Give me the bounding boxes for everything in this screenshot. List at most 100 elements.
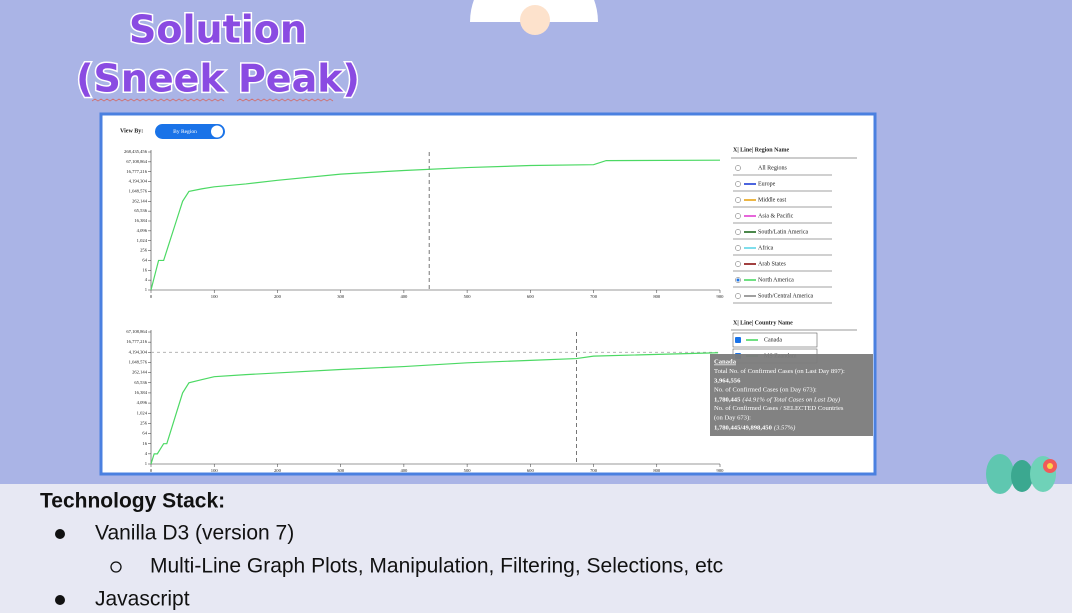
y-tick-label: 4,194,304 bbox=[129, 349, 148, 355]
y-tick-label: 64 bbox=[142, 257, 147, 262]
y-tick-label: 64 bbox=[142, 431, 147, 436]
stack-heading: Technology Stack: bbox=[40, 490, 225, 513]
legend-header: X| Line| Country Name bbox=[733, 320, 793, 326]
tooltip-box bbox=[710, 354, 873, 436]
legend-label: Asia & Pacific bbox=[758, 212, 794, 219]
y-tick-label: 4,194,304 bbox=[129, 179, 148, 185]
y-tick-label: 256 bbox=[140, 248, 148, 253]
legend-label: South/Latin America bbox=[758, 229, 808, 235]
screenshot: View By: By Region 1416642561,0244,09616… bbox=[120, 124, 873, 473]
y-tick-label: 16,777,216 bbox=[126, 169, 147, 175]
bullet-text: Multi-Line Graph Plots, Manipulation, Fi… bbox=[150, 555, 723, 578]
tooltip-value: 1,780,445 bbox=[714, 396, 741, 403]
sub-bullet bbox=[110, 561, 122, 573]
bullet-text: Vanilla D3 (version 7) bbox=[95, 522, 294, 545]
lower-band bbox=[0, 484, 1072, 613]
y-tick-label: 1,024 bbox=[137, 238, 148, 244]
y-tick-label: 16,777,216 bbox=[126, 339, 147, 345]
y-tick-label: 4 bbox=[145, 451, 148, 456]
spell-underline bbox=[236, 98, 334, 102]
y-tick-label: 16 bbox=[142, 267, 147, 272]
tooltip-line: Total No. of Confirmed Cases (on Last Da… bbox=[714, 368, 845, 375]
view-by-label: View By: bbox=[120, 128, 143, 134]
x-tick-label: 0 bbox=[150, 468, 153, 473]
x-tick-label: 700 bbox=[590, 468, 598, 473]
y-tick-label: 268,435,456 bbox=[124, 149, 148, 155]
radio[interactable] bbox=[735, 245, 741, 251]
x-tick-label: 600 bbox=[527, 468, 535, 473]
x-tick-label: 200 bbox=[274, 294, 282, 299]
x-tick-label: 400 bbox=[400, 468, 408, 473]
y-tick-label: 4,096 bbox=[137, 400, 148, 406]
toggle[interactable] bbox=[155, 124, 225, 139]
y-tick-label: 4 bbox=[145, 277, 148, 282]
radio[interactable] bbox=[735, 197, 741, 203]
legend-header: X| Line| Region Name bbox=[733, 147, 789, 153]
x-tick-label: 800 bbox=[653, 294, 661, 299]
tooltip-line: No. of Confirmed Cases (on Day 673): bbox=[714, 387, 817, 394]
radio[interactable] bbox=[735, 229, 741, 235]
y-tick-label: 16,384 bbox=[134, 218, 147, 224]
bullet bbox=[55, 529, 65, 539]
x-tick-label: 300 bbox=[337, 468, 345, 473]
y-tick-label: 262,144 bbox=[132, 198, 148, 204]
checkbox[interactable] bbox=[735, 337, 741, 343]
tooltip-line: (on Day 673): bbox=[714, 415, 751, 422]
y-tick-label: 1,048,576 bbox=[129, 360, 148, 366]
x-tick-label: 400 bbox=[400, 294, 408, 299]
x-tick-label: 0 bbox=[150, 294, 153, 299]
radio[interactable] bbox=[735, 181, 741, 187]
radio[interactable] bbox=[735, 213, 741, 219]
y-tick-label: 1,048,576 bbox=[129, 188, 148, 194]
line-series bbox=[150, 159, 721, 291]
y-tick-label: 256 bbox=[140, 420, 148, 425]
circle-decor bbox=[520, 5, 550, 35]
y-tick-label: 67,108,864 bbox=[126, 329, 147, 335]
x-tick-label: 500 bbox=[464, 294, 472, 299]
y-tick-label: 1 bbox=[145, 461, 148, 466]
y-tick-label: 16 bbox=[142, 441, 147, 446]
tooltip-note: (44.91% of Total Cases on Last Day) bbox=[742, 396, 840, 403]
title-line: (Sneek Peak) bbox=[76, 57, 360, 101]
x-tick-label: 100 bbox=[211, 294, 219, 299]
tooltip-line: 1,780,445/49,898,450 (3.57%) bbox=[714, 424, 795, 431]
radio-dot bbox=[736, 278, 740, 282]
legend-label: North America bbox=[758, 277, 794, 283]
y-tick-label: 1,024 bbox=[137, 410, 148, 416]
x-tick-label: 700 bbox=[590, 294, 598, 299]
legend-label: Middle east bbox=[758, 197, 786, 203]
cactus-decor bbox=[986, 454, 1057, 494]
radio[interactable] bbox=[735, 261, 741, 267]
toggle-label: By Region bbox=[173, 129, 197, 135]
x-tick-label: 100 bbox=[211, 468, 219, 473]
tooltip-note: (3.57%) bbox=[774, 424, 795, 431]
y-tick-label: 67,108,864 bbox=[126, 159, 147, 165]
radio[interactable] bbox=[735, 293, 741, 299]
tooltip-line: 1,780,445 (44.91% of Total Cases on Last … bbox=[714, 396, 840, 403]
y-tick-label: 65,536 bbox=[134, 208, 147, 214]
legend-label: South/Central America bbox=[758, 293, 813, 299]
toggle-knob[interactable] bbox=[211, 125, 223, 138]
bullet-text: Javascript bbox=[95, 588, 190, 611]
legend-label: Canada bbox=[764, 337, 782, 343]
tech-stack: Technology Stack: Vanilla D3 (version 7)… bbox=[40, 490, 723, 611]
x-tick-label: 200 bbox=[274, 468, 282, 473]
y-tick-label: 1 bbox=[145, 287, 148, 292]
spell-underline bbox=[91, 98, 225, 102]
radio[interactable] bbox=[735, 165, 741, 171]
title-line: Solution bbox=[129, 8, 307, 52]
x-tick-label: 300 bbox=[337, 294, 345, 299]
x-tick-label: 900 bbox=[717, 294, 725, 299]
y-tick-label: 65,536 bbox=[134, 380, 147, 386]
y-tick-label: 262,144 bbox=[132, 370, 148, 376]
y-tick-label: 16,384 bbox=[134, 390, 147, 396]
legend-label: Arab States bbox=[758, 261, 786, 267]
x-tick-label: 500 bbox=[464, 468, 472, 473]
tooltip-line: No. of Confirmed Cases / SELECTED Countr… bbox=[714, 405, 844, 412]
x-tick-label: 800 bbox=[653, 468, 661, 473]
tooltip-value: 1,780,445/49,898,450 bbox=[714, 424, 773, 431]
tooltip-country: Canada bbox=[714, 359, 737, 366]
legend-label: All Regions bbox=[758, 165, 787, 171]
